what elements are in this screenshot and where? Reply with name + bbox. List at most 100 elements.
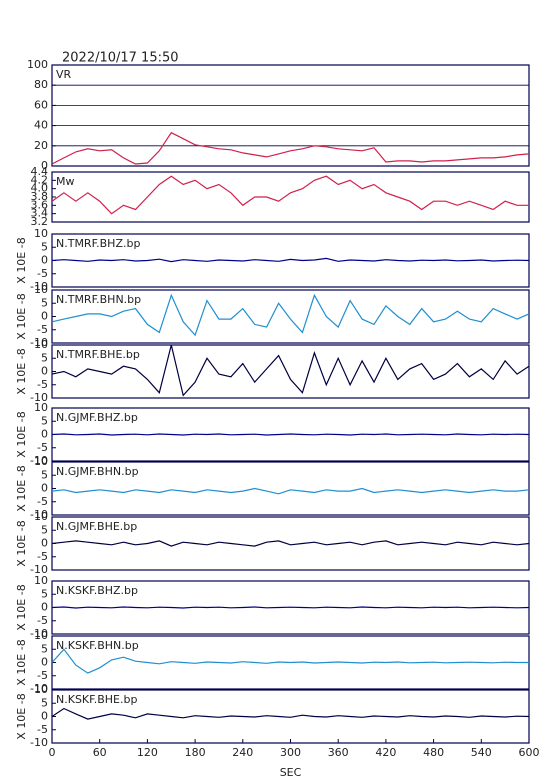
x-tick-label: 120	[137, 746, 158, 759]
y-tick-label: 5	[41, 587, 48, 600]
y-tick-label: 100	[27, 58, 48, 71]
y-tick-label: -10	[30, 454, 48, 467]
trace-label: N.KSKF.BHE.bp	[56, 693, 137, 706]
y-tick-label: 0	[41, 365, 48, 378]
y-axis-label: X 10E -8	[15, 584, 28, 630]
trace-label: N.GJMF.BHZ.bp	[56, 411, 138, 424]
y-axis-label: X 10E -8	[15, 693, 28, 739]
y-tick-label: 3.2	[31, 215, 49, 228]
y-tick-label: 10	[34, 629, 48, 642]
trace	[51, 344, 530, 397]
y-tick-label: 0	[41, 710, 48, 723]
y-tick-label: 10	[34, 455, 48, 468]
y-tick-label: 40	[34, 119, 48, 132]
y-axis-label: X 10E -8	[15, 237, 28, 283]
y-tick-label: 5	[41, 414, 48, 427]
y-tick-label: 10	[34, 401, 48, 414]
y-tick-label: 10	[34, 510, 48, 523]
trace	[51, 433, 530, 436]
y-tick-label: 10	[34, 574, 48, 587]
x-tick-label: 480	[423, 746, 444, 759]
y-tick-label: -5	[37, 723, 48, 736]
trace	[51, 540, 530, 547]
y-tick-label: 4.0	[31, 182, 49, 195]
trace	[51, 487, 530, 495]
trace-label: N.GJMF.BHN.bp	[56, 465, 139, 478]
y-tick-label: -5	[37, 267, 48, 280]
y-tick-label: -10	[30, 508, 48, 521]
y-tick-label: 5	[41, 642, 48, 655]
x-tick-label: 540	[471, 746, 492, 759]
y-tick-label: 0	[41, 656, 48, 669]
trace-label: N.TMRF.BHN.bp	[56, 293, 141, 306]
trace-label: N.GJMF.BHE.bp	[56, 520, 137, 533]
y-axis-label: X 10E -8	[15, 465, 28, 511]
y-tick-label: -5	[37, 669, 48, 682]
y-tick-label: -10	[30, 682, 48, 695]
trace	[51, 131, 530, 165]
y-axis-label: X 10E -8	[15, 293, 28, 339]
y-axis-label: X 10E -8	[15, 348, 28, 394]
y-tick-label: 5	[41, 240, 48, 253]
trace-label: VR	[56, 68, 72, 81]
y-tick-label: 10	[34, 283, 48, 296]
trace	[51, 293, 530, 337]
trace	[51, 257, 530, 263]
y-tick-label: -10	[30, 736, 48, 749]
x-tick-label: 360	[328, 746, 349, 759]
y-tick-label: -5	[37, 495, 48, 508]
panel-frame	[51, 289, 530, 344]
y-tick-label: 10	[34, 227, 48, 240]
panel-frame	[51, 64, 530, 167]
y-tick-label: 5	[41, 296, 48, 309]
y-tick-label: 5	[41, 351, 48, 364]
y-tick-label: 0	[41, 159, 48, 172]
chart-title: 2022/10/17 15:50	[62, 51, 179, 66]
trace	[51, 707, 530, 720]
trace	[51, 606, 530, 609]
y-tick-label: 60	[34, 98, 48, 111]
y-tick-label: 0	[41, 254, 48, 267]
y-tick-label: 5	[41, 696, 48, 709]
y-tick-label: 0	[41, 428, 48, 441]
y-tick-label: 4.4	[31, 165, 49, 178]
y-tick-label: 10	[34, 683, 48, 696]
y-tick-label: 80	[34, 78, 48, 91]
y-tick-label: -10	[30, 563, 48, 576]
y-tick-label: 0	[41, 310, 48, 323]
y-axis-label: X 10E -8	[15, 520, 28, 566]
trace	[51, 648, 529, 674]
x-tick-label: 600	[519, 746, 540, 759]
trace-label: N.TMRF.BHE.bp	[56, 348, 140, 361]
y-tick-label: -5	[37, 323, 48, 336]
y-tick-label: 5	[41, 523, 48, 536]
x-tick-label: 60	[93, 746, 107, 759]
y-tick-label: -5	[37, 441, 48, 454]
trace-label: N.KSKF.BHN.bp	[56, 639, 139, 652]
panel-frame	[51, 171, 530, 223]
x-axis-label: SEC	[280, 766, 302, 779]
trace-label: N.TMRF.BHZ.bp	[56, 237, 140, 250]
x-tick-label: 0	[49, 746, 56, 759]
x-tick-label: 300	[280, 746, 301, 759]
y-tick-label: 3.4	[31, 207, 49, 220]
trace-label: Mw	[56, 175, 75, 188]
x-tick-label: 240	[232, 746, 253, 759]
trace-label: N.KSKF.BHZ.bp	[56, 584, 138, 597]
trace	[51, 175, 529, 215]
y-tick-label: 10	[34, 338, 48, 351]
x-tick-label: 420	[375, 746, 396, 759]
y-tick-label: 20	[34, 139, 48, 152]
y-tick-label: -5	[37, 550, 48, 563]
y-tick-label: 3.6	[31, 198, 49, 211]
y-tick-label: 3.8	[31, 190, 49, 203]
y-axis-label: X 10E -8	[15, 639, 28, 685]
y-tick-label: -5	[37, 614, 48, 627]
y-tick-label: -10	[30, 391, 48, 404]
panel-frame	[51, 344, 530, 399]
y-tick-label: 5	[41, 468, 48, 481]
panel-frame	[51, 461, 530, 516]
x-tick-label: 180	[185, 746, 206, 759]
y-tick-label: -10	[30, 280, 48, 293]
